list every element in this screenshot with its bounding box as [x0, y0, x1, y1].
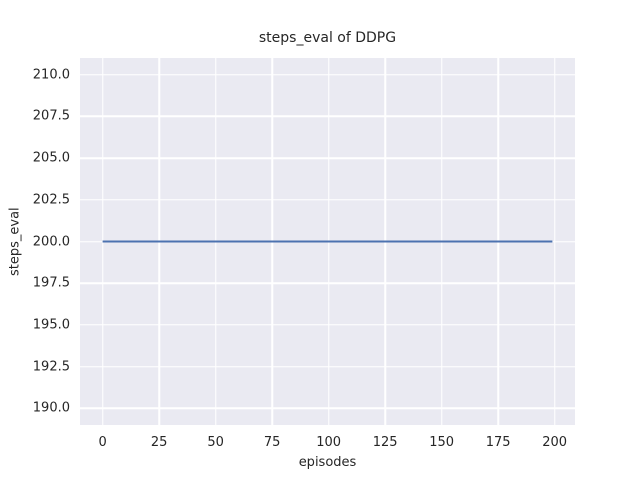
x-tick-label: 100: [316, 435, 342, 450]
y-tick-label: 197.5: [32, 275, 70, 291]
x-tick-label: 0: [98, 435, 107, 450]
x-tick-label: 75: [263, 435, 281, 450]
x-axis-label: episodes: [298, 455, 357, 470]
y-tick-label: 210.0: [32, 67, 70, 83]
x-tick-label: 175: [485, 435, 511, 450]
x-tick-label: 125: [372, 435, 398, 450]
y-tick-labels: 190.0 192.5 195.0 197.5 200.0 202.5 205.0 207.5…: [0, 58, 70, 425]
x-tick-label: 50: [207, 435, 224, 450]
y-gridline: [80, 407, 575, 410]
x-tick-label: 25: [150, 435, 168, 450]
y-gridline: [80, 199, 575, 201]
x-tick-label: 150: [429, 435, 455, 450]
plot-area: [80, 58, 575, 425]
series-layer: [80, 58, 575, 425]
x-tick-labels: 0 25 50 75 100 125 150 175 200: [80, 435, 575, 453]
y-gridline: [80, 324, 575, 326]
chart-title: steps_eval of DDPG: [258, 30, 397, 46]
y-gridline: [80, 115, 575, 118]
y-gridline: [80, 365, 575, 368]
y-tick-label: 207.5: [32, 108, 70, 124]
y-tick-label: 200.0: [32, 234, 70, 249]
y-gridline: [80, 282, 575, 284]
y-tick-label: 195.0: [32, 317, 70, 333]
y-tick-label: 190.0: [32, 400, 70, 416]
y-tick-label: 192.5: [32, 359, 70, 375]
y-gridline: [80, 73, 575, 76]
y-gridline: [80, 157, 575, 159]
x-tick-label: 200: [542, 435, 568, 450]
y-tick-label: 205.0: [32, 150, 70, 166]
y-tick-label: 202.5: [32, 192, 70, 208]
